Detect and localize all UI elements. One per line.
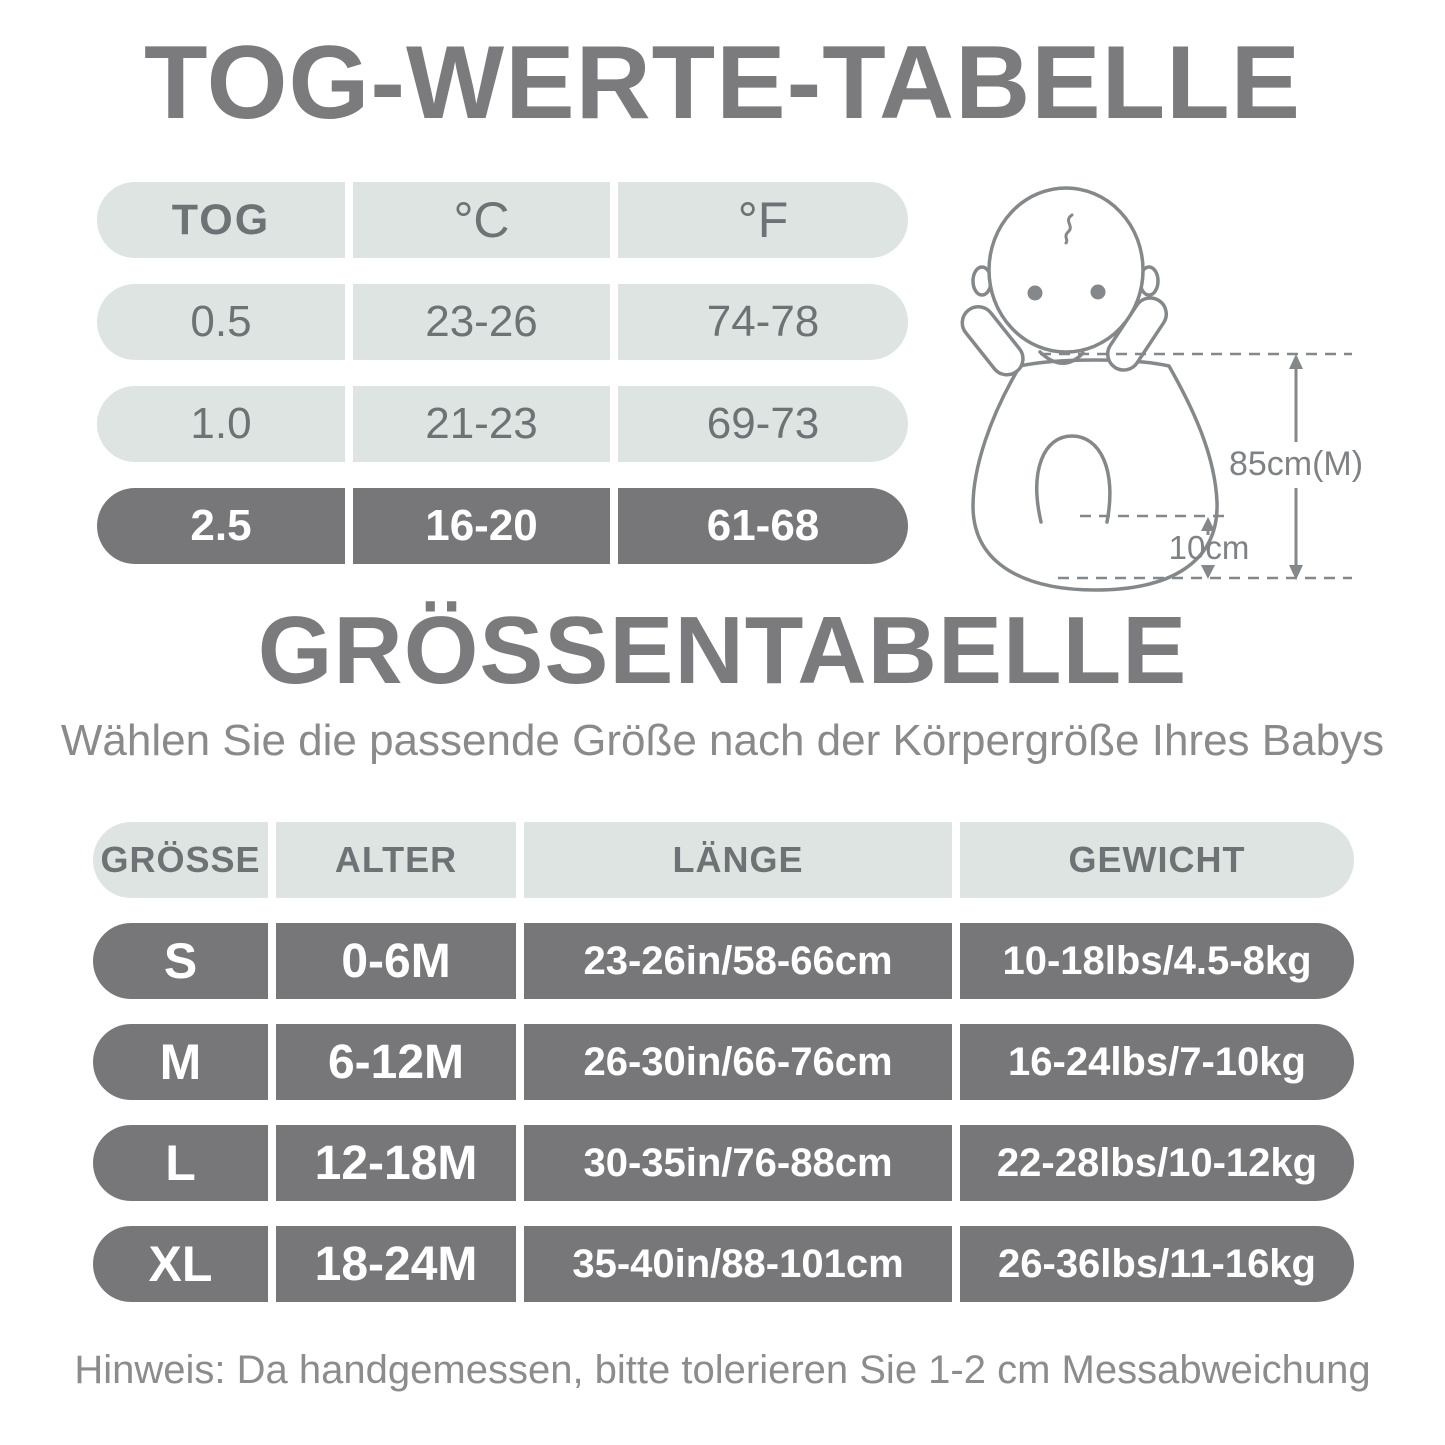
tog-row3-celsius-highlighted: 16-20	[353, 488, 610, 564]
size-header-groesse: GRÖSSE	[93, 822, 268, 898]
baby-hair-curl	[1064, 213, 1074, 245]
size-row-l-age: 12-18M	[276, 1125, 516, 1201]
size-section-subtitle: Wählen Sie die passende Größe nach der K…	[60, 716, 1385, 765]
size-section-title: GRÖSSENTABELLE	[257, 597, 1188, 704]
offset-arrowhead-down	[1201, 565, 1215, 579]
tog-section-title: TOG-WERTE-TABELLE	[143, 25, 1302, 141]
baby-right-eye	[1090, 284, 1106, 300]
baby-left-arm	[960, 305, 1025, 377]
tog-header-fahrenheit: °F	[618, 182, 908, 258]
size-row-s-size: S	[93, 923, 268, 999]
tog-row3-tog-highlighted: 2.5	[97, 488, 345, 564]
size-row-xl-length: 35-40in/88-101cm	[524, 1226, 952, 1302]
baby-head	[987, 186, 1145, 354]
size-row-s-age: 0-6M	[276, 923, 516, 999]
tog-header-celsius: °C	[353, 182, 610, 258]
baby-left-eye	[1027, 285, 1043, 301]
size-row-l-length: 30-35in/76-88cm	[524, 1125, 952, 1201]
size-row-m-age: 6-12M	[276, 1024, 516, 1100]
length-arrowhead-down	[1289, 565, 1303, 580]
size-row-xl-age: 18-24M	[276, 1226, 516, 1302]
size-row-s-weight: 10-18lbs/4.5-8kg	[960, 923, 1354, 999]
size-row-xl-size: XL	[93, 1226, 268, 1302]
size-row-m-size: M	[93, 1024, 268, 1100]
offset-arrowhead-up	[1201, 517, 1215, 531]
size-row-m-weight: 16-24lbs/7-10kg	[960, 1024, 1354, 1100]
tog-row2-tog: 1.0	[97, 386, 345, 462]
length-arrowhead-up	[1289, 354, 1303, 369]
size-row-m-length: 26-30in/66-76cm	[524, 1024, 952, 1100]
tog-row2-fahrenheit: 69-73	[618, 386, 908, 462]
tog-header-tog: TOG	[97, 182, 345, 258]
tog-row2-celsius: 21-23	[353, 386, 610, 462]
size-row-s-length: 23-26in/58-66cm	[524, 923, 952, 999]
measurement-tolerance-note: Hinweis: Da handgemessen, bitte tolerier…	[74, 1348, 1371, 1392]
size-header-gewicht: GEWICHT	[960, 822, 1354, 898]
tog-row1-fahrenheit: 74-78	[618, 284, 908, 360]
tog-row1-celsius: 23-26	[353, 284, 610, 360]
baby-legs-arch	[1035, 434, 1112, 524]
size-header-alter: ALTER	[276, 822, 516, 898]
length-measurement-label: 85cm(M)	[1229, 445, 1363, 483]
baby-size-diagram: 85cm(M) 10cm	[960, 186, 1363, 592]
size-header-laenge: LÄNGE	[524, 822, 952, 898]
size-row-l-size: L	[93, 1125, 268, 1201]
baby-sleepbag-outline	[971, 358, 1219, 592]
size-row-xl-weight: 26-36lbs/11-16kg	[960, 1226, 1354, 1302]
tog-row1-tog: 0.5	[97, 284, 345, 360]
tog-table: TOG °C °F 0.5 23-26 74-78 1.0 21-23 69-7…	[97, 182, 908, 564]
tog-row3-fahrenheit-highlighted: 61-68	[618, 488, 908, 564]
offset-measurement-label: 10cm	[1169, 529, 1250, 566]
size-row-l-weight: 22-28lbs/10-12kg	[960, 1125, 1354, 1201]
size-table: GRÖSSE ALTER LÄNGE GEWICHT S 0-6M 23-26i…	[93, 822, 1354, 1302]
